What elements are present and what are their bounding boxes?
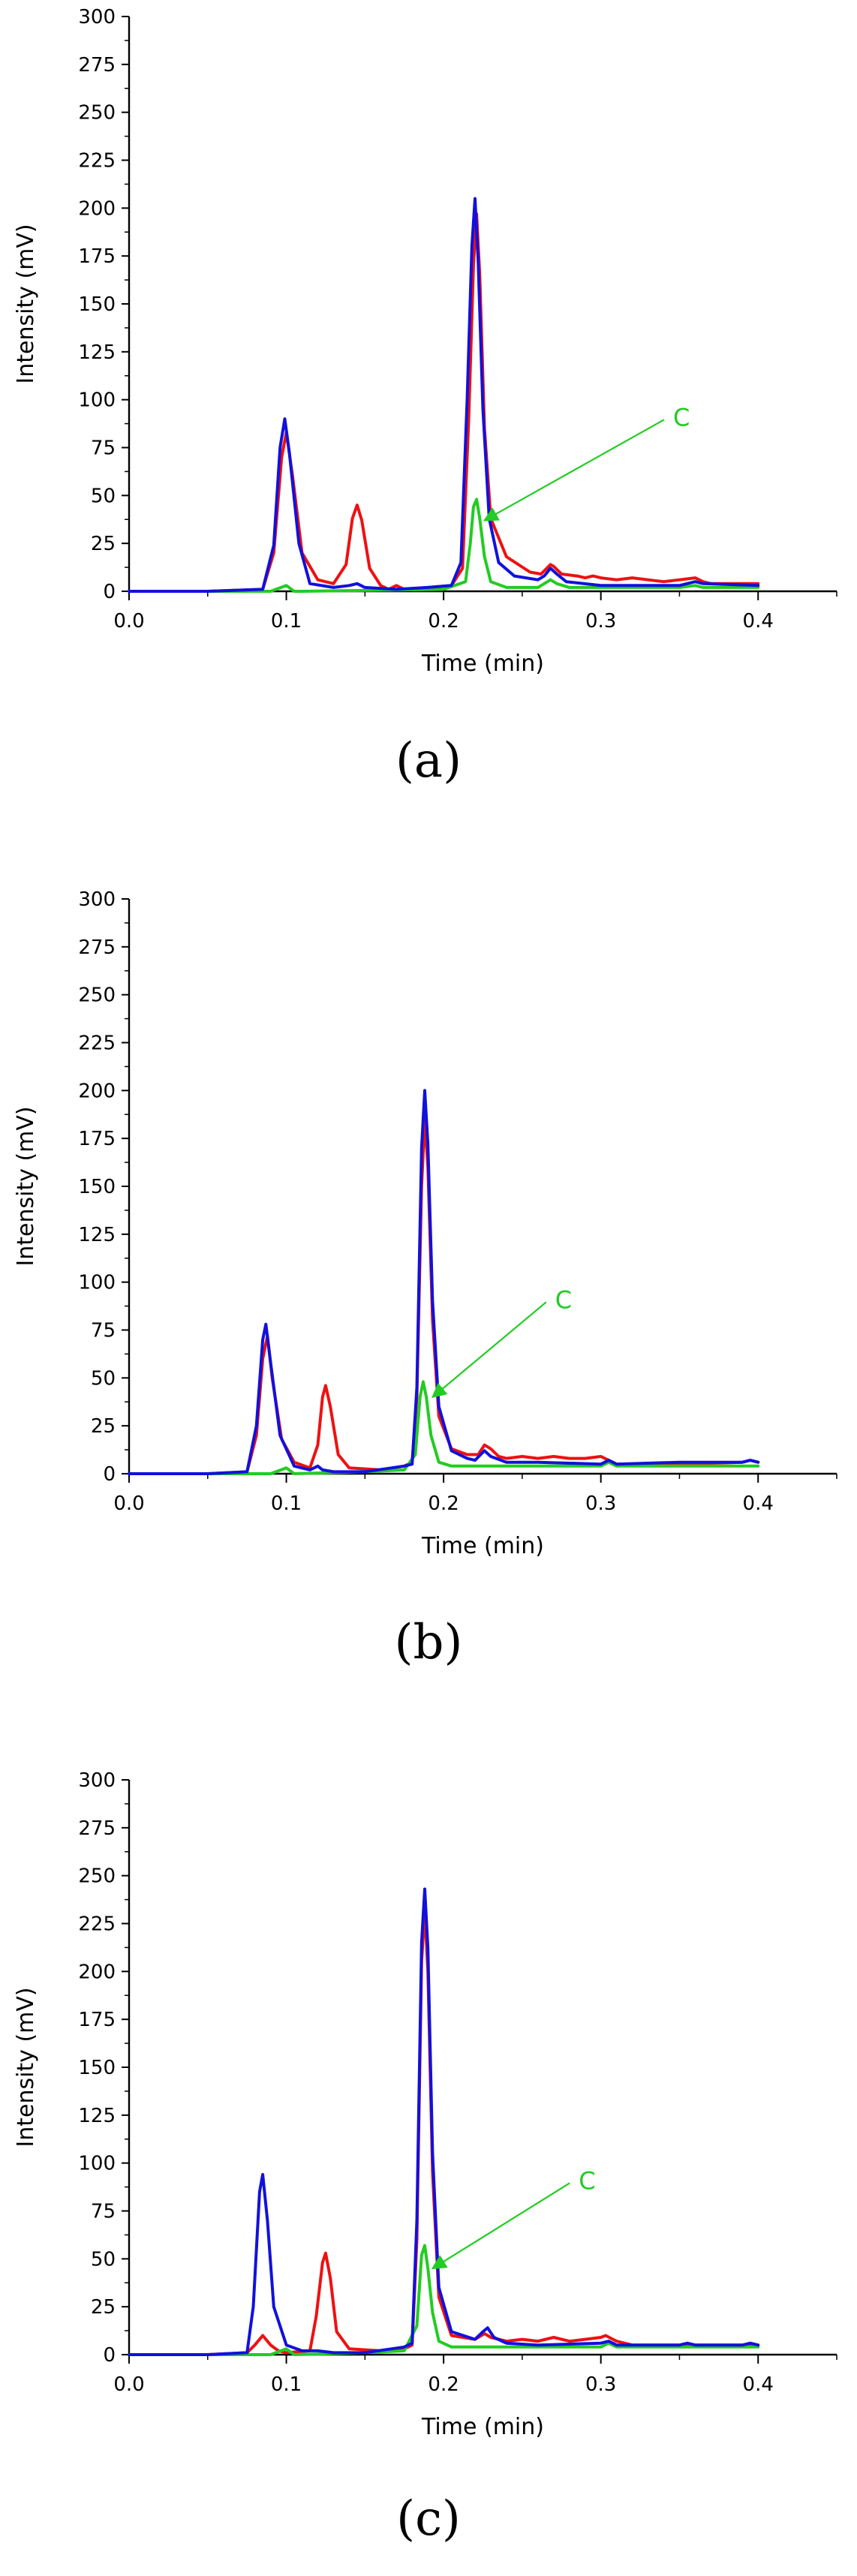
y-tick-label: 300 <box>78 888 116 911</box>
y-tick-label: 175 <box>78 1128 116 1150</box>
series-line-red <box>128 1908 760 2356</box>
y-tick-label: 100 <box>78 2153 116 2175</box>
x-tick-label: 0.1 <box>271 1492 302 1515</box>
x-tick-label: 0.4 <box>743 610 774 633</box>
y-tick-label: 150 <box>78 2057 116 2079</box>
series-line-green <box>128 1380 760 1475</box>
y-tick-label: 250 <box>78 102 116 125</box>
y-tick-label: 75 <box>91 1320 116 1342</box>
series-line-blue <box>128 1887 760 2356</box>
annotation-label: C <box>673 403 690 431</box>
panel-label: (b) <box>395 1615 463 1670</box>
x-tick-label: 0.3 <box>585 1492 616 1515</box>
y-tick-label: 150 <box>78 293 116 316</box>
y-tick-label: 100 <box>78 389 116 412</box>
y-axis-label: Intensity (mV) <box>13 1987 39 2147</box>
y-tick-label: 275 <box>78 54 116 77</box>
x-tick-label: 0.1 <box>271 610 302 633</box>
y-tick-label: 50 <box>91 1367 116 1390</box>
series-line-green <box>128 497 760 593</box>
y-tick-label: 275 <box>78 1817 116 1840</box>
x-tick-label: 0.3 <box>585 2373 616 2396</box>
series-line-blue <box>128 1089 760 1475</box>
annotation-arrow <box>431 1301 547 1399</box>
chart-panel-3: 0 25 50 75 100 125 150 175 200 225 250 275 300 0.0 0.1… <box>13 1769 837 2547</box>
y-tick-label: 200 <box>78 1961 116 1983</box>
annotation-arrow <box>431 2182 570 2270</box>
x-axis-label: Time (min) <box>421 2414 544 2440</box>
chart-panel-1: 0 25 50 75 100 125 150 175 200 225 250 275 300 0.0 0.1… <box>13 6 837 789</box>
y-tick-label: 100 <box>78 1272 116 1294</box>
x-tick-label: 0.0 <box>113 1492 144 1515</box>
y-tick-label: 25 <box>91 2296 116 2319</box>
y-axis-label: Intensity (mV) <box>13 224 39 383</box>
y-tick-label: 250 <box>78 984 116 1007</box>
y-tick-label: 50 <box>91 2248 116 2271</box>
y-tick-label: 125 <box>78 341 116 364</box>
y-tick-label: 225 <box>78 1033 116 1055</box>
y-tick-label: 0 <box>103 1463 116 1486</box>
x-tick-label: 0.1 <box>271 2373 302 2396</box>
series-line-red <box>128 212 760 593</box>
y-tick-label: 225 <box>78 1913 116 1936</box>
x-tick-label: 0.0 <box>113 2373 144 2396</box>
y-tick-label: 50 <box>91 485 116 507</box>
x-tick-label: 0.2 <box>428 1492 459 1515</box>
y-axis-label: Intensity (mV) <box>13 1106 39 1266</box>
y-tick-label: 300 <box>78 1769 116 1792</box>
x-tick-label: 0.4 <box>743 1492 774 1515</box>
y-tick-label: 300 <box>78 6 116 29</box>
y-tick-label: 150 <box>78 1176 116 1198</box>
y-tick-label: 25 <box>91 1415 116 1438</box>
y-tick-label: 75 <box>91 2201 116 2223</box>
x-tick-label: 0.2 <box>428 2373 459 2396</box>
y-tick-label: 0 <box>103 2344 116 2367</box>
annotation-label: C <box>555 1285 572 1314</box>
panel-label: (c) <box>396 2491 461 2547</box>
y-tick-label: 250 <box>78 1865 116 1888</box>
y-tick-label: 125 <box>78 2105 116 2127</box>
x-axis-label: Time (min) <box>421 1533 544 1559</box>
series-line-green <box>128 2244 760 2356</box>
y-tick-label: 75 <box>91 437 116 460</box>
x-tick-label: 0.2 <box>428 610 459 633</box>
y-tick-label: 200 <box>78 1080 116 1102</box>
panel-label: (a) <box>395 733 462 789</box>
y-tick-label: 25 <box>91 533 116 555</box>
y-tick-label: 225 <box>78 150 116 173</box>
y-tick-label: 175 <box>78 2009 116 2031</box>
x-tick-label: 0.4 <box>743 2373 774 2396</box>
annotation-label: C <box>579 2166 595 2195</box>
x-tick-label: 0.3 <box>585 610 616 633</box>
annotation-arrow <box>483 419 665 522</box>
x-tick-label: 0.0 <box>113 610 144 633</box>
x-axis-label: Time (min) <box>421 651 544 677</box>
y-tick-label: 175 <box>78 245 116 268</box>
y-tick-label: 0 <box>103 581 116 603</box>
y-tick-label: 125 <box>78 1224 116 1246</box>
chart-panel-2: 0 25 50 75 100 125 150 175 200 225 250 275 300 0.0 0.1… <box>13 888 837 1670</box>
series-line-blue <box>128 197 760 593</box>
y-tick-label: 275 <box>78 936 116 959</box>
y-tick-label: 200 <box>78 197 116 220</box>
